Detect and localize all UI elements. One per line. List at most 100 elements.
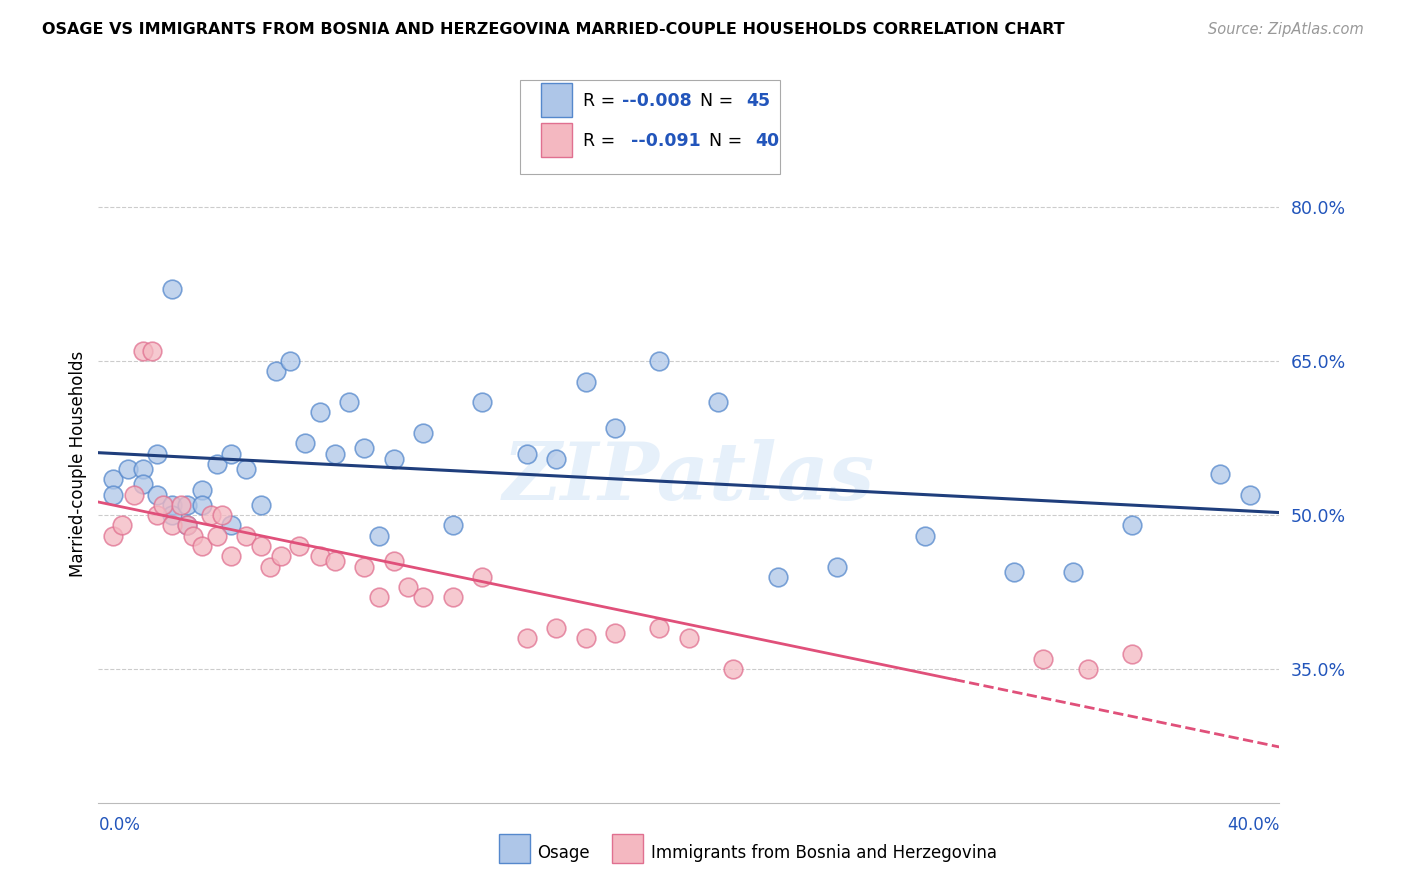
Text: Source: ZipAtlas.com: Source: ZipAtlas.com: [1208, 22, 1364, 37]
Point: [170, 498, 193, 512]
Point: [219, 446, 242, 460]
Point: [368, 591, 391, 605]
Point: [1077, 662, 1099, 676]
Point: [103, 488, 125, 502]
Point: [721, 662, 744, 676]
Point: [132, 343, 155, 358]
Point: [1121, 647, 1143, 661]
Point: [412, 591, 434, 605]
Point: [1239, 488, 1261, 502]
Point: [162, 498, 183, 512]
Point: [200, 508, 222, 523]
Point: [1032, 652, 1054, 666]
Point: [122, 488, 145, 502]
Point: [515, 446, 537, 460]
Point: [146, 488, 169, 502]
Point: [544, 451, 567, 466]
Point: [117, 462, 139, 476]
Point: [368, 529, 391, 543]
Point: [441, 591, 464, 605]
Point: [294, 436, 316, 450]
Point: [259, 559, 281, 574]
Point: [1062, 565, 1084, 579]
Point: [382, 451, 405, 466]
Point: [1121, 518, 1143, 533]
Point: [141, 343, 163, 358]
Point: [1209, 467, 1232, 482]
Point: [181, 529, 204, 543]
Point: [176, 518, 198, 533]
Point: [191, 498, 214, 512]
Point: [176, 498, 198, 512]
Point: [132, 477, 155, 491]
Point: [264, 364, 287, 378]
Text: N =: N =: [689, 93, 738, 111]
Point: [250, 539, 273, 553]
Point: [544, 621, 567, 635]
Point: [574, 632, 596, 646]
Point: [353, 559, 375, 574]
Point: [323, 446, 346, 460]
Point: [605, 421, 627, 435]
Point: [270, 549, 292, 564]
Point: [162, 282, 183, 296]
Point: [152, 498, 174, 512]
Point: [205, 457, 228, 471]
Point: [1002, 565, 1025, 579]
Point: [235, 529, 257, 543]
Point: [219, 518, 242, 533]
Point: [515, 632, 537, 646]
Point: [825, 559, 848, 574]
Point: [323, 554, 346, 568]
Text: R =: R =: [583, 132, 627, 150]
Point: [471, 395, 494, 409]
Point: [205, 529, 228, 543]
Point: [146, 508, 169, 523]
Point: [211, 508, 233, 523]
Text: 0.0%: 0.0%: [98, 816, 141, 834]
Point: [441, 518, 464, 533]
Text: R =: R =: [583, 93, 621, 111]
Point: [176, 518, 198, 533]
Point: [146, 446, 169, 460]
Point: [162, 518, 183, 533]
Text: 40: 40: [755, 132, 780, 150]
Point: [103, 529, 125, 543]
Point: [648, 621, 671, 635]
Point: [382, 554, 405, 568]
Y-axis label: Married-couple Households: Married-couple Households: [69, 351, 87, 577]
Text: Immigrants from Bosnia and Herzegovina: Immigrants from Bosnia and Herzegovina: [651, 844, 997, 862]
Point: [574, 375, 596, 389]
Point: [191, 483, 214, 497]
Point: [471, 570, 494, 584]
Point: [235, 462, 257, 476]
Point: [278, 354, 302, 368]
Point: [309, 549, 332, 564]
Text: ZIPatlas: ZIPatlas: [503, 439, 875, 516]
Point: [914, 529, 936, 543]
Text: Osage: Osage: [537, 844, 589, 862]
Point: [396, 580, 419, 594]
Point: [162, 508, 183, 523]
Point: [648, 354, 671, 368]
Point: [766, 570, 789, 584]
Point: [191, 539, 214, 553]
Text: 40.0%: 40.0%: [1227, 816, 1279, 834]
Point: [132, 462, 155, 476]
Text: --0.091: --0.091: [631, 132, 702, 150]
Text: 45: 45: [747, 93, 770, 111]
Point: [219, 549, 242, 564]
Point: [605, 626, 627, 640]
Point: [288, 539, 311, 553]
Point: [103, 472, 125, 486]
Point: [678, 632, 700, 646]
Point: [337, 395, 360, 409]
Point: [309, 405, 332, 419]
Point: [412, 425, 434, 440]
Point: [707, 395, 730, 409]
Point: [111, 518, 134, 533]
Text: --0.008: --0.008: [621, 93, 692, 111]
Text: N =: N =: [699, 132, 748, 150]
Text: OSAGE VS IMMIGRANTS FROM BOSNIA AND HERZEGOVINA MARRIED-COUPLE HOUSEHOLDS CORREL: OSAGE VS IMMIGRANTS FROM BOSNIA AND HERZ…: [42, 22, 1064, 37]
Point: [250, 498, 273, 512]
